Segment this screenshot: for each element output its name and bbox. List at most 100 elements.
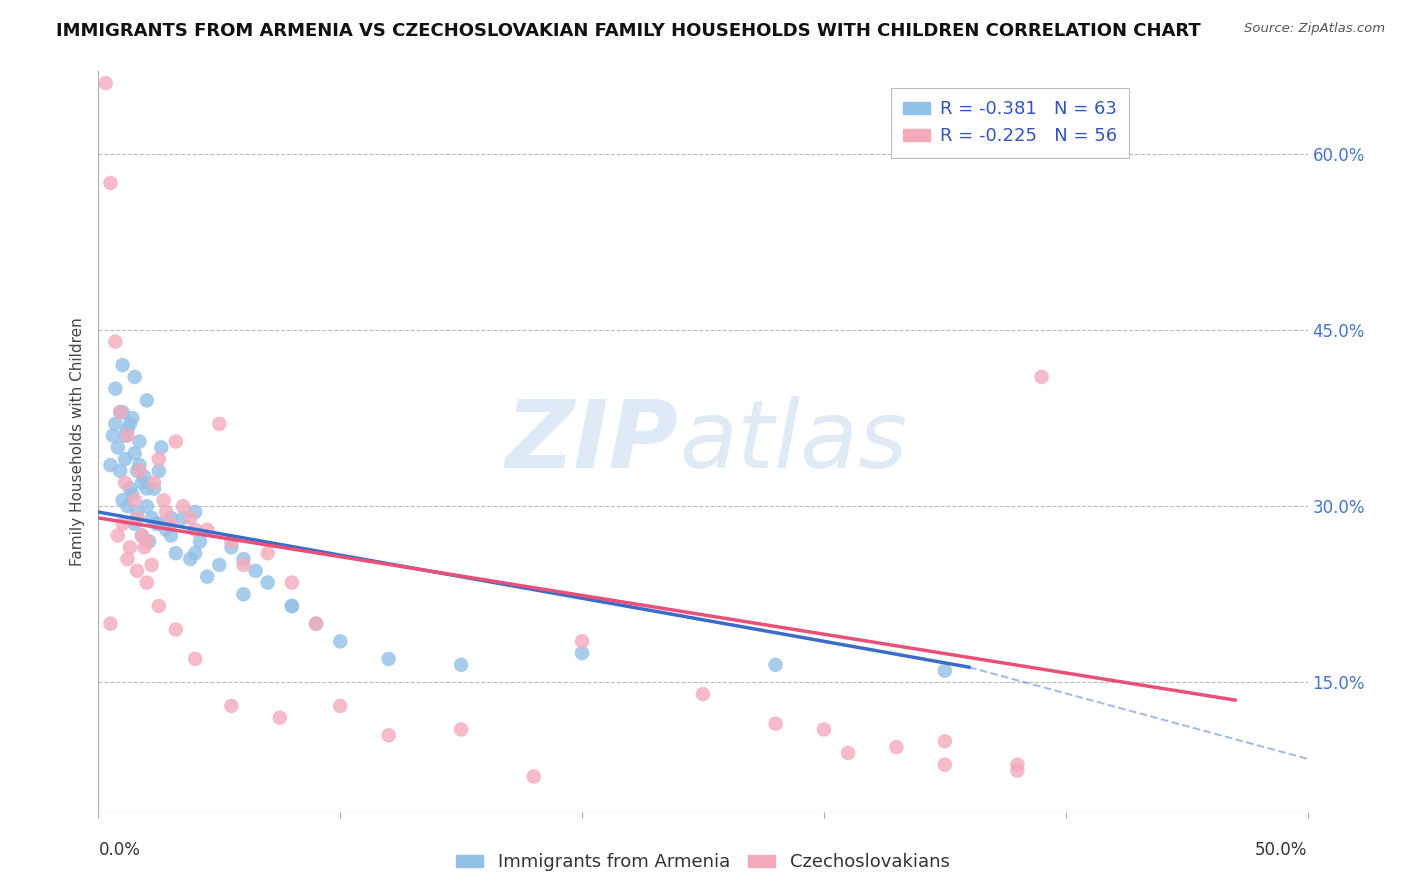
Point xyxy=(837,746,859,760)
Point xyxy=(135,482,157,496)
Point xyxy=(208,558,231,572)
Point xyxy=(128,434,150,449)
Point xyxy=(94,76,117,90)
Point xyxy=(121,487,143,501)
Text: Source: ZipAtlas.com: Source: ZipAtlas.com xyxy=(1244,22,1385,36)
Point xyxy=(160,516,183,531)
Point xyxy=(117,428,139,442)
Point xyxy=(135,393,157,408)
Point xyxy=(172,511,194,525)
Point xyxy=(165,434,187,449)
Point xyxy=(179,552,201,566)
Point xyxy=(141,558,163,572)
Text: 0.0%: 0.0% xyxy=(98,841,141,859)
Point xyxy=(138,534,160,549)
Point xyxy=(124,370,146,384)
Point xyxy=(100,616,122,631)
Point xyxy=(160,511,183,525)
Point xyxy=(155,505,177,519)
Point xyxy=(148,464,170,478)
Point xyxy=(127,464,149,478)
Point xyxy=(571,634,593,648)
Point xyxy=(305,616,328,631)
Point xyxy=(111,493,134,508)
Point xyxy=(124,493,146,508)
Point xyxy=(329,634,352,648)
Point xyxy=(184,523,207,537)
Point xyxy=(305,616,328,631)
Point xyxy=(184,505,207,519)
Point xyxy=(134,541,156,555)
Point xyxy=(128,458,150,472)
Point xyxy=(934,734,956,748)
Point xyxy=(127,505,149,519)
Point xyxy=(179,511,201,525)
Point xyxy=(329,698,352,713)
Point xyxy=(886,740,908,755)
Point xyxy=(117,552,139,566)
Point xyxy=(221,698,243,713)
Point xyxy=(143,475,166,490)
Point xyxy=(195,523,218,537)
Point xyxy=(108,405,131,419)
Point xyxy=(148,516,170,531)
Point xyxy=(152,493,174,508)
Point xyxy=(160,528,183,542)
Point xyxy=(195,570,218,584)
Text: IMMIGRANTS FROM ARMENIA VS CZECHOSLOVAKIAN FAMILY HOUSEHOLDS WITH CHILDREN CORRE: IMMIGRANTS FROM ARMENIA VS CZECHOSLOVAKI… xyxy=(56,22,1201,40)
Point xyxy=(377,728,399,742)
Point xyxy=(571,646,593,660)
Point xyxy=(124,516,146,531)
Point xyxy=(127,564,149,578)
Point xyxy=(131,528,153,542)
Point xyxy=(100,458,122,472)
Point xyxy=(111,358,134,372)
Text: 50.0%: 50.0% xyxy=(1256,841,1308,859)
Point xyxy=(108,405,131,419)
Point xyxy=(245,564,267,578)
Point xyxy=(118,482,141,496)
Point xyxy=(281,599,304,613)
Point xyxy=(117,423,139,437)
Point xyxy=(184,652,207,666)
Point xyxy=(208,417,231,431)
Point xyxy=(1007,757,1029,772)
Point xyxy=(121,411,143,425)
Point xyxy=(450,723,472,737)
Point xyxy=(148,599,170,613)
Point xyxy=(111,516,134,531)
Point xyxy=(135,499,157,513)
Point xyxy=(100,176,122,190)
Point xyxy=(141,511,163,525)
Point xyxy=(377,652,399,666)
Point xyxy=(188,534,211,549)
Point xyxy=(104,417,127,431)
Point xyxy=(184,546,207,560)
Point xyxy=(232,587,254,601)
Point xyxy=(111,405,134,419)
Point xyxy=(813,723,835,737)
Point xyxy=(165,546,187,560)
Point xyxy=(765,657,787,672)
Point xyxy=(118,541,141,555)
Point xyxy=(145,516,167,531)
Point xyxy=(172,499,194,513)
Point xyxy=(1031,370,1053,384)
Point xyxy=(114,475,136,490)
Point xyxy=(1007,764,1029,778)
Point xyxy=(128,464,150,478)
Point xyxy=(107,441,129,455)
Point xyxy=(221,534,243,549)
Point xyxy=(108,464,131,478)
Point xyxy=(104,334,127,349)
Point xyxy=(127,511,149,525)
Point xyxy=(124,446,146,460)
Point xyxy=(450,657,472,672)
Point xyxy=(523,769,546,783)
Point xyxy=(281,575,304,590)
Text: atlas: atlas xyxy=(679,396,907,487)
Point xyxy=(118,417,141,431)
Point xyxy=(150,441,173,455)
Point xyxy=(131,528,153,542)
Point xyxy=(165,623,187,637)
